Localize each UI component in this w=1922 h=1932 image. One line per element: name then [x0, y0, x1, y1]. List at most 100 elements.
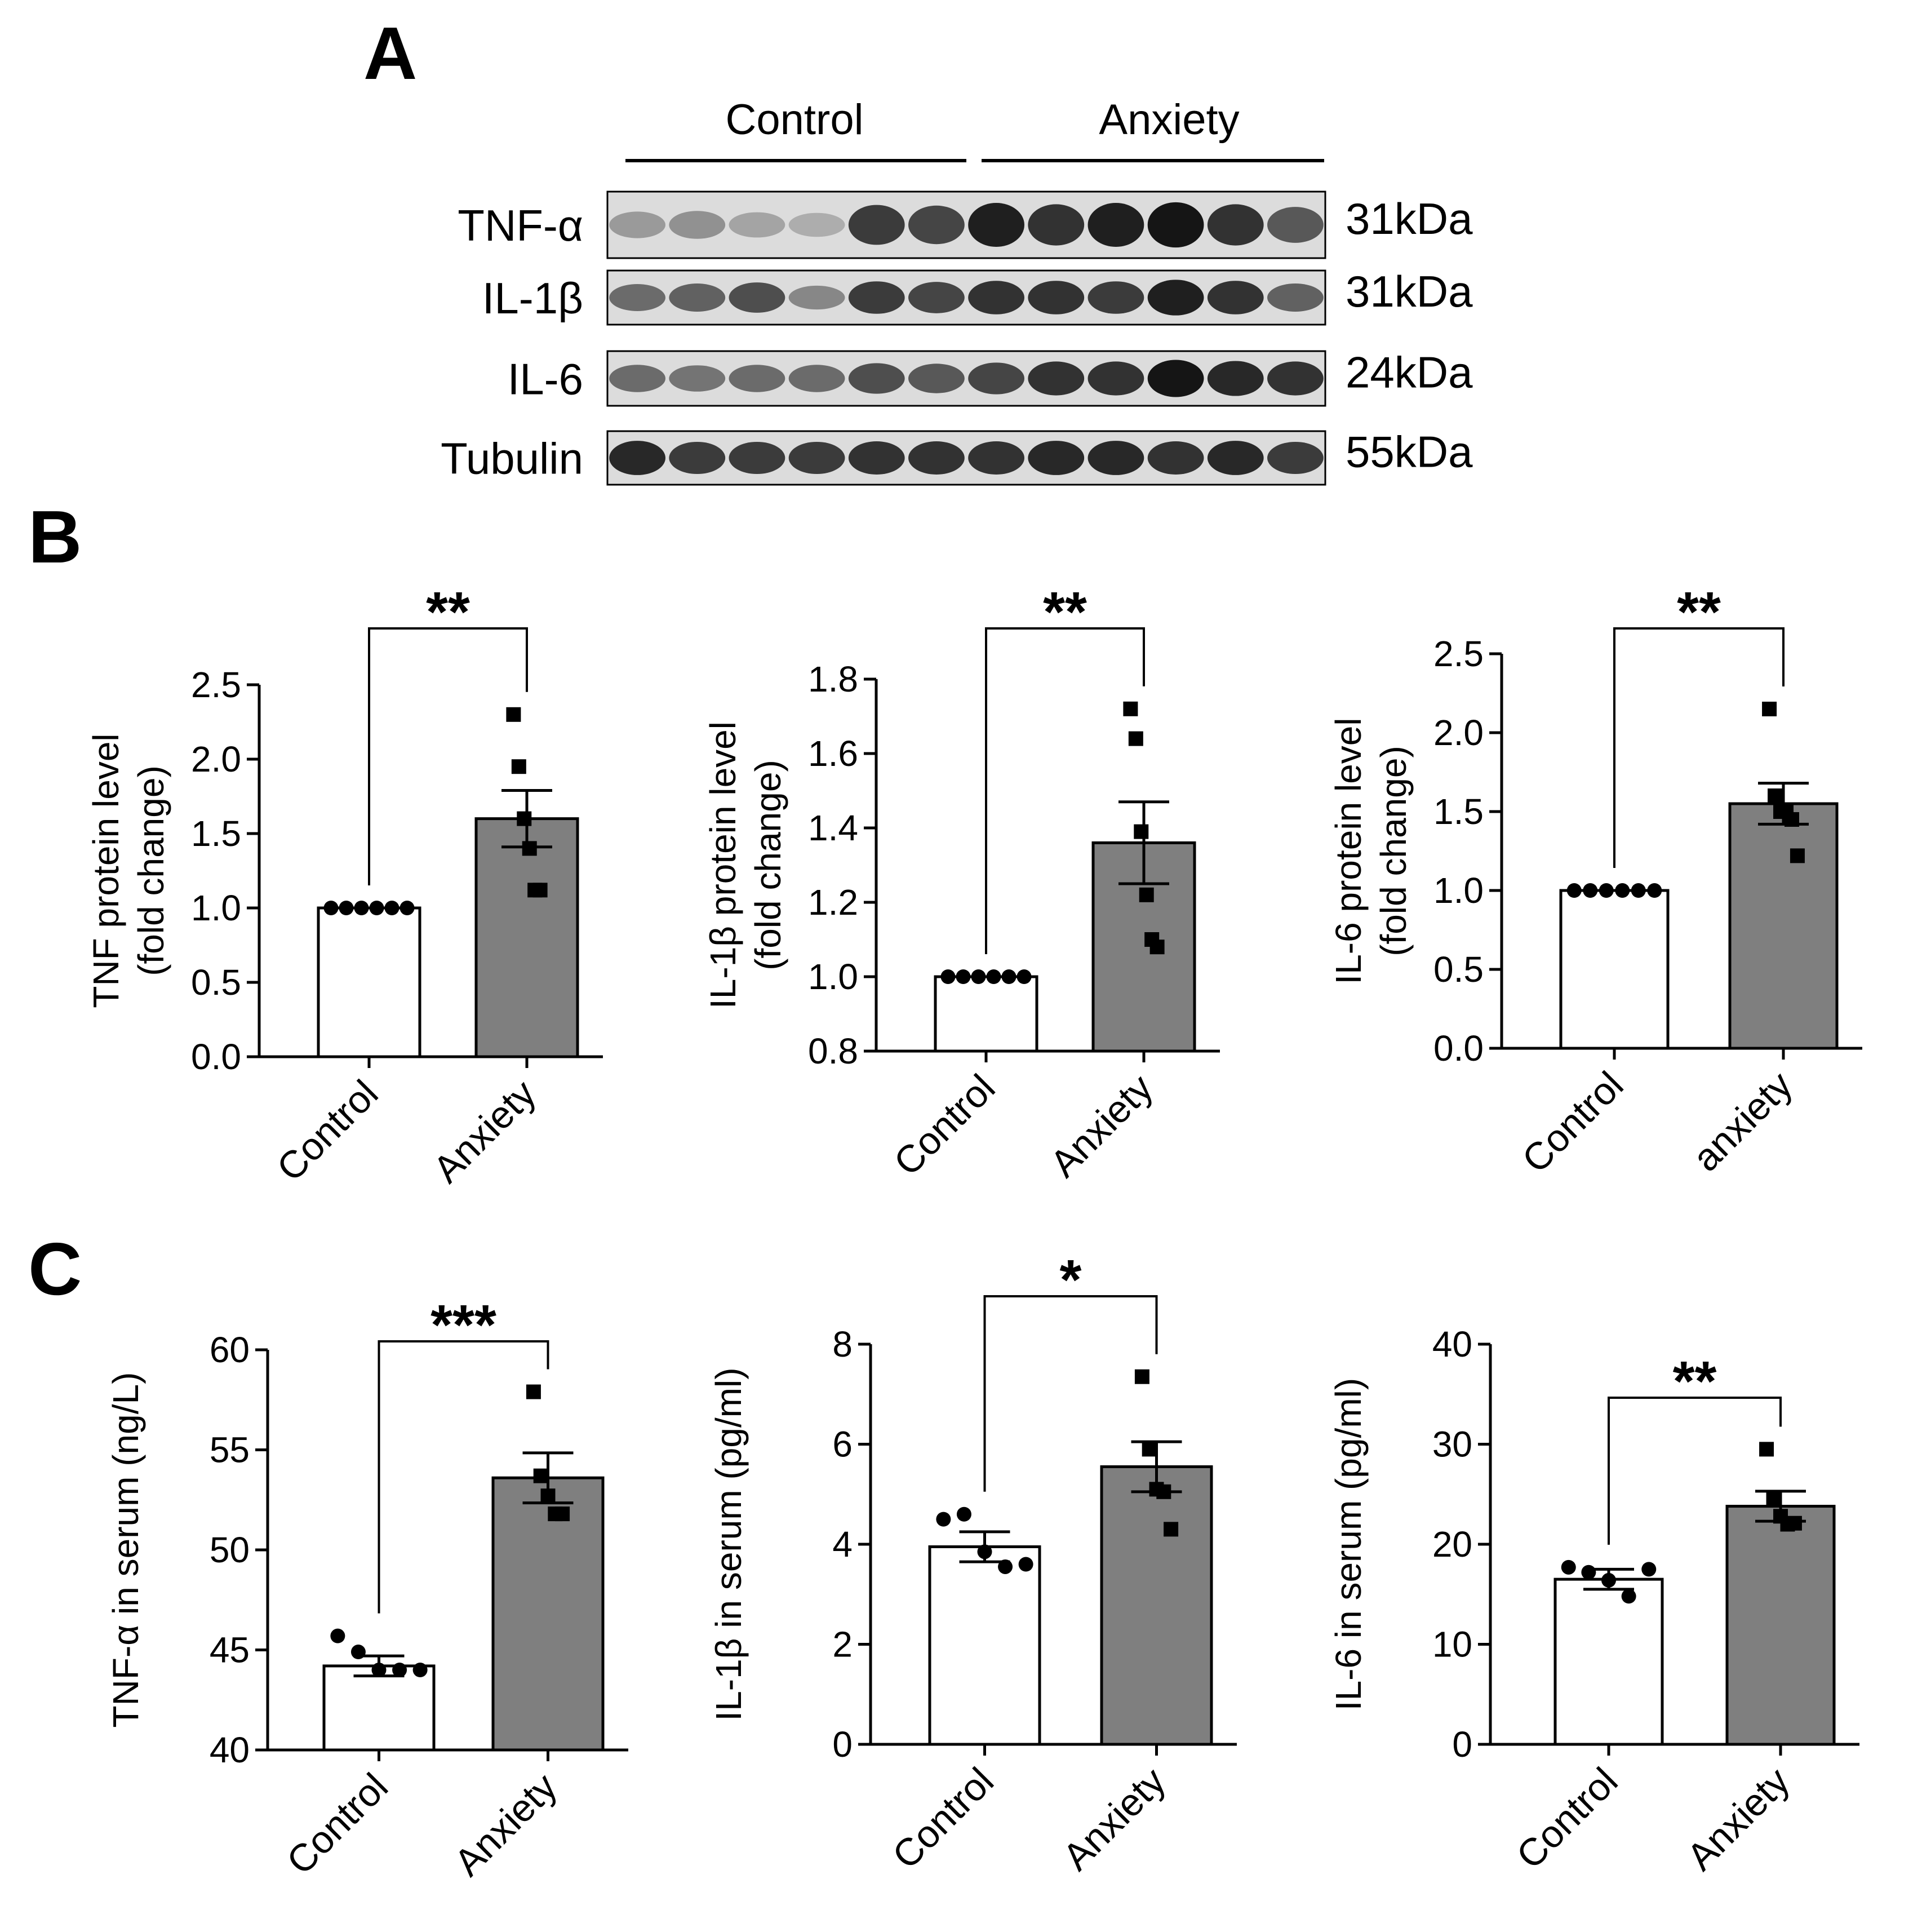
- data-point: [339, 901, 354, 915]
- data-point: [517, 811, 532, 826]
- y-axis-label: IL-6 in serum (pg/ml): [1328, 1378, 1369, 1711]
- blot-row: IL-6 24kDa: [508, 348, 1473, 407]
- significance-label: **: [1677, 581, 1721, 644]
- blot-size-label: 31kDa: [1346, 267, 1473, 316]
- y-tick-label: 0.8: [808, 1031, 858, 1071]
- panel-label-a: A: [363, 12, 417, 95]
- data-point: [986, 969, 1001, 984]
- y-tick-label: 2.0: [1433, 712, 1484, 753]
- blot-band: [729, 365, 785, 392]
- data-point: [936, 1512, 951, 1527]
- blot-band: [1147, 202, 1204, 248]
- y-tick-label: 40: [210, 1730, 250, 1770]
- blot-band: [788, 365, 845, 392]
- chart-6: 0 10 20 30 40 IL-6 in serum (pg/ml) Control Anx…: [1328, 1324, 1859, 1878]
- blot-protein-label: IL-6: [508, 355, 583, 404]
- y-tick-label: 1.0: [1433, 870, 1484, 911]
- x-category-label: anxiety: [1685, 1064, 1801, 1180]
- blot-band: [1028, 204, 1085, 246]
- y-tick-label: 1.5: [191, 813, 241, 854]
- bar: [1725, 1505, 1836, 1746]
- bar: [1553, 1577, 1664, 1746]
- blot-row: TNF-α 31kDa: [458, 190, 1473, 259]
- blot-band: [968, 281, 1024, 314]
- y-tick-label: 0.0: [191, 1036, 241, 1077]
- blot-band: [1207, 361, 1264, 396]
- data-point: [1134, 1369, 1149, 1384]
- bar: [1728, 802, 1839, 1050]
- y-tick-label: 10: [1432, 1624, 1472, 1665]
- data-point: [1631, 883, 1646, 898]
- data-point: [1581, 1565, 1596, 1580]
- y-tick-label: 1.6: [808, 733, 858, 774]
- blot-membrane: [606, 350, 1326, 407]
- y-tick-label: 0.5: [191, 962, 241, 1003]
- data-point: [371, 1663, 387, 1677]
- bar: [928, 1545, 1041, 1746]
- data-point: [1134, 824, 1149, 839]
- blot-band: [788, 442, 845, 474]
- data-point: [369, 901, 384, 915]
- data-point: [350, 1645, 366, 1660]
- x-category-label: Anxiety: [425, 1072, 544, 1191]
- data-point: [1142, 1442, 1157, 1457]
- y-tick-label: 2.5: [1433, 633, 1484, 674]
- bar: [317, 906, 421, 1058]
- significance-bracket: [985, 627, 1145, 954]
- data-point: [400, 901, 415, 915]
- x-category-label: Control: [884, 1760, 1002, 1877]
- blot-protein-label: Tubulin: [441, 434, 583, 484]
- data-point: [1787, 1516, 1802, 1531]
- data-point: [330, 1628, 345, 1643]
- y-tick-label: 30: [1432, 1424, 1472, 1465]
- data-point: [540, 1488, 556, 1504]
- significance-bracket: [1613, 627, 1785, 868]
- data-point: [412, 1663, 428, 1677]
- blot-band: [669, 365, 726, 392]
- y-tick-label: 50: [210, 1530, 250, 1570]
- y-axis-label: (fold change): [1373, 746, 1414, 956]
- blot-band: [609, 284, 665, 311]
- data-point: [971, 969, 986, 984]
- data-point: [555, 1506, 570, 1522]
- x-category-label: Anxiety: [1679, 1760, 1797, 1878]
- data-point: [1017, 969, 1032, 984]
- chart-5: 0 2 4 6 8 IL-1β in serum (pg/ml) Control Anxiet…: [708, 1248, 1237, 1878]
- y-axis-label: IL-1β in serum (pg/ml): [708, 1367, 749, 1721]
- data-point: [384, 901, 400, 915]
- data-point: [1762, 702, 1777, 716]
- x-category-label: Control: [886, 1066, 1004, 1184]
- y-tick-label: 1.2: [808, 882, 858, 923]
- blot-band: [729, 212, 785, 238]
- data-point: [1615, 883, 1630, 898]
- blot-band: [1267, 283, 1324, 312]
- y-tick-label: 8: [832, 1324, 853, 1364]
- blot-band: [729, 282, 785, 313]
- data-point: [1123, 701, 1138, 716]
- data-point: [1621, 1589, 1636, 1604]
- blot-band: [848, 281, 905, 314]
- data-point: [323, 901, 339, 915]
- y-tick-label: 2: [832, 1624, 853, 1665]
- blot-band: [669, 211, 726, 239]
- blot-size-label: 55kDa: [1346, 427, 1473, 477]
- data-point: [1583, 883, 1598, 898]
- blot-band: [1028, 281, 1085, 314]
- blot-band: [908, 282, 965, 313]
- y-tick-label: 1.8: [808, 659, 858, 699]
- y-tick-label: 6: [832, 1424, 853, 1465]
- bar: [934, 975, 1038, 1053]
- blot-band: [609, 441, 665, 475]
- data-point: [998, 1559, 1013, 1574]
- chart-1: 0.0 0.5 1.0 1.5 2.0 2.5 TNF protein level (fold…: [86, 581, 603, 1191]
- data-point: [1641, 1562, 1657, 1577]
- y-tick-label: 45: [210, 1630, 250, 1670]
- blot-band: [908, 441, 965, 475]
- data-point: [956, 1506, 971, 1522]
- data-point: [940, 969, 956, 984]
- x-category-label: Control: [1508, 1760, 1626, 1877]
- data-point: [956, 969, 971, 984]
- y-tick-label: 40: [1432, 1324, 1472, 1364]
- chart-3: 0.0 0.5 1.0 1.5 2.0 2.5 IL-6 protein level (fol…: [1328, 581, 1862, 1181]
- blot-row: Tubulin 55kDa: [441, 427, 1473, 486]
